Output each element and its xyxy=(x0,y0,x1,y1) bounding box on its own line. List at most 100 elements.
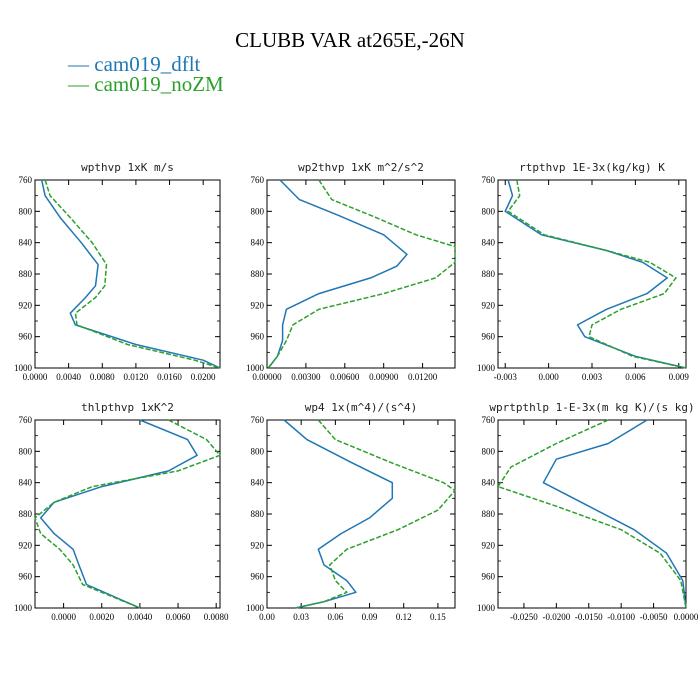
plot-frame-4 xyxy=(266,419,456,609)
x-tick-label-5-0: -0.0250 xyxy=(510,612,538,622)
series-line-0-1 xyxy=(44,179,221,369)
y-tick-label-3-5: 960 xyxy=(19,572,33,582)
x-tick-label-5-5: 0.0000 xyxy=(674,612,699,622)
x-tick-label-5-4: -0.0050 xyxy=(640,612,668,622)
y-tick-label-5-6: 1000 xyxy=(477,603,496,613)
y-tick-label-1-1: 800 xyxy=(251,206,265,216)
x-tick-label-2-4: 0.009 xyxy=(669,372,690,382)
x-tick-label-1-0: 0.00000 xyxy=(252,372,282,382)
x-tick-label-4-3: 0.09 xyxy=(362,612,378,622)
y-tick-label-0-0: 760 xyxy=(19,175,33,185)
x-tick-label-1-3: 0.00900 xyxy=(369,372,399,382)
x-tick-label-0-3: 0.0120 xyxy=(124,372,149,382)
x-tick-label-1-4: 0.01200 xyxy=(408,372,438,382)
series-line-0-0 xyxy=(40,179,221,369)
y-tick-label-5-4: 920 xyxy=(482,540,496,550)
y-tick-label-3-6: 1000 xyxy=(14,603,33,613)
y-tick-label-0-5: 960 xyxy=(19,332,33,342)
y-tick-label-5-3: 880 xyxy=(482,509,496,519)
y-tick-label-0-1: 800 xyxy=(19,206,33,216)
x-tick-label-3-3: 0.0060 xyxy=(166,612,191,622)
y-tick-label-5-5: 960 xyxy=(482,572,496,582)
x-tick-label-2-3: 0.006 xyxy=(625,372,646,382)
y-tick-label-3-0: 760 xyxy=(19,415,33,425)
x-tick-label-0-5: 0.0200 xyxy=(191,372,216,382)
y-tick-label-4-4: 920 xyxy=(251,540,265,550)
series-line-2-0 xyxy=(504,179,687,369)
x-tick-label-3-0: 0.0000 xyxy=(51,612,76,622)
y-tick-label-2-2: 840 xyxy=(482,238,496,248)
y-tick-label-2-5: 960 xyxy=(482,332,496,342)
panel-title-1: wp2thvp 1xK m^2/s^2 xyxy=(298,161,424,174)
panel-title-4: wp4 1x(m^4)/(s^4) xyxy=(305,401,418,414)
y-tick-label-1-4: 920 xyxy=(251,300,265,310)
x-tick-label-2-1: 0.000 xyxy=(538,372,559,382)
y-tick-label-1-5: 960 xyxy=(251,332,265,342)
y-tick-label-5-0: 760 xyxy=(482,415,496,425)
x-tick-label-4-0: 0.00 xyxy=(259,612,275,622)
y-tick-label-4-5: 960 xyxy=(251,572,265,582)
legend-entry-nozm: — cam019_noZM xyxy=(68,72,224,97)
legend-line-dflt: — xyxy=(68,52,95,76)
y-tick-label-3-4: 920 xyxy=(19,540,33,550)
y-tick-label-2-3: 880 xyxy=(482,269,496,279)
chart-panel-5: wprtpthlp 1-E-3x(m kg K)/(s kg)760 800 840… xyxy=(477,401,699,622)
y-tick-label-4-2: 840 xyxy=(251,478,265,488)
chart-panel-3: thlpthvp 1xK^2 760 800 840 880 920 960 1000 0.00… xyxy=(14,401,229,622)
series-line-1-1 xyxy=(267,179,456,369)
x-tick-label-5-2: -0.0150 xyxy=(575,612,603,622)
y-tick-label-1-2: 840 xyxy=(251,238,265,248)
x-tick-label-4-5: 0.15 xyxy=(430,612,446,622)
y-tick-label-0-4: 920 xyxy=(19,300,33,310)
series-line-1-0 xyxy=(267,179,408,369)
y-tick-label-4-0: 760 xyxy=(251,415,265,425)
chart-panel-2: rtpthvp 1E-3x(kg/kg) K 760 800 840 880 920 960… xyxy=(477,161,689,382)
x-tick-label-2-0: -0.003 xyxy=(494,372,518,382)
x-tick-label-0-1: 0.0040 xyxy=(56,372,81,382)
series-line-4-1 xyxy=(295,419,456,609)
x-tick-label-4-4: 0.12 xyxy=(396,612,412,622)
y-tick-label-2-0: 760 xyxy=(482,175,496,185)
chart-panel-4: wp4 1x(m^4)/(s^4)76080084088092096010000… xyxy=(246,401,456,622)
y-tick-label-3-1: 800 xyxy=(19,446,33,456)
plot-frame-1 xyxy=(266,179,456,369)
chart-panel-0: wpthvp 1xK m/s76080084088092096010000.00… xyxy=(14,161,221,382)
x-tick-label-3-2: 0.0040 xyxy=(128,612,153,622)
series-line-3-0 xyxy=(39,419,198,609)
x-tick-label-0-0: 0.0000 xyxy=(23,372,48,382)
y-tick-label-4-3: 880 xyxy=(251,509,265,519)
y-tick-label-4-1: 800 xyxy=(251,446,265,456)
x-tick-label-5-3: -0.0100 xyxy=(607,612,635,622)
x-tick-label-3-4: 0.0080 xyxy=(204,612,229,622)
series-line-4-0 xyxy=(283,419,394,609)
x-tick-label-0-2: 0.0080 xyxy=(90,372,115,382)
x-tick-label-0-4: 0.0160 xyxy=(157,372,182,382)
x-tick-label-5-1: -0.0200 xyxy=(542,612,570,622)
y-tick-label-0-6: 1000 xyxy=(14,363,33,373)
y-tick-label-1-6: 1000 xyxy=(246,363,265,373)
y-tick-label-0-2: 840 xyxy=(19,238,33,248)
legend-line-nozm: — xyxy=(68,72,95,96)
x-tick-label-3-1: 0.0020 xyxy=(89,612,114,622)
x-tick-label-1-1: 0.00300 xyxy=(291,372,321,382)
panel-title-5: wprtpthlp 1-E-3x(m kg K)/(s kg) xyxy=(489,401,694,414)
plot-frame-0 xyxy=(34,179,221,369)
y-tick-label-2-6: 1000 xyxy=(477,363,496,373)
y-tick-label-1-3: 880 xyxy=(251,269,265,279)
y-tick-label-2-1: 800 xyxy=(482,206,496,216)
panel-title-2: rtpthvp 1E-3x(kg/kg) K xyxy=(519,161,665,174)
panel-title-0: wpthvp 1xK m/s xyxy=(81,161,174,174)
y-tick-label-3-2: 840 xyxy=(19,478,33,488)
legend-entry-dflt: — cam019_dflt xyxy=(68,52,200,77)
y-tick-label-1-0: 760 xyxy=(251,175,265,185)
series-line-5-0 xyxy=(542,419,687,609)
y-tick-label-5-2: 840 xyxy=(482,478,496,488)
x-tick-label-4-2: 0.06 xyxy=(327,612,343,622)
y-tick-label-2-4: 920 xyxy=(482,300,496,310)
x-tick-label-1-2: 0.00600 xyxy=(330,372,360,382)
panel-title-3: thlpthvp 1xK^2 xyxy=(81,401,174,414)
chart-panel-1: wp2thvp 1xK m^2/s^2 760 800 840 880 920 960 100… xyxy=(246,161,456,382)
series-line-3-1 xyxy=(34,419,221,609)
y-tick-label-5-1: 800 xyxy=(482,446,496,456)
